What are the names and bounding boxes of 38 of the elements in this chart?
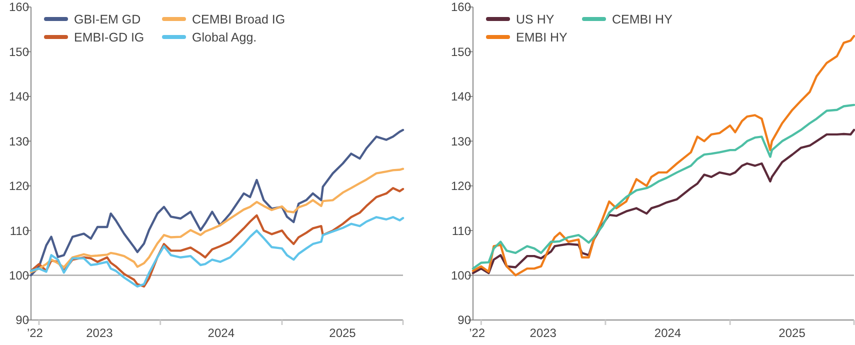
y-tick-label: 120 [450,179,472,194]
y-tick-label: 120 [8,179,30,194]
legend-label: CEMBI HY [612,12,674,26]
legend-label: EMBI HY [516,30,568,44]
x-tick-label: 2023 [530,326,557,340]
legend-label: EMBI-GD IG [74,30,144,44]
x-tick-label: 2025 [778,326,806,340]
legend-label: CEMBI Broad IG [192,12,286,26]
x-tick-label: 2024 [208,326,235,340]
x-tick-label: 2025 [329,326,356,340]
y-tick-label: 90 [458,313,472,328]
legend-label: GBI-EM GD [74,12,141,26]
y-tick-label: 130 [8,134,30,148]
y-tick-label: 160 [450,0,472,14]
y-tick-label: 140 [450,90,472,104]
x-tick-label: 2023 [86,326,114,340]
y-tick-label: 110 [10,224,30,238]
y-tick-label: 140 [8,90,30,104]
legend-label: Global Agg. [192,30,257,44]
y-tick-label: 160 [8,0,30,14]
x-tick-label: ’22 [26,326,44,340]
y-tick-label: 100 [8,268,30,282]
y-tick-label: 130 [450,134,472,148]
line-series [472,34,855,276]
legend-label: US HY [516,12,555,26]
y-tick-label: 150 [8,44,30,59]
y-tick-label: 110 [452,224,472,238]
x-tick-label: 2024 [654,326,682,340]
line-series [472,128,855,274]
y-tick-label: 100 [450,268,472,282]
x-tick-label: ’22 [469,326,486,340]
y-tick-label: 150 [450,44,472,59]
y-tick-label: 90 [16,313,30,328]
line-series [30,216,404,288]
line-series [472,104,855,270]
line-series [30,128,404,276]
line-series [30,168,404,274]
line-series [30,186,404,288]
